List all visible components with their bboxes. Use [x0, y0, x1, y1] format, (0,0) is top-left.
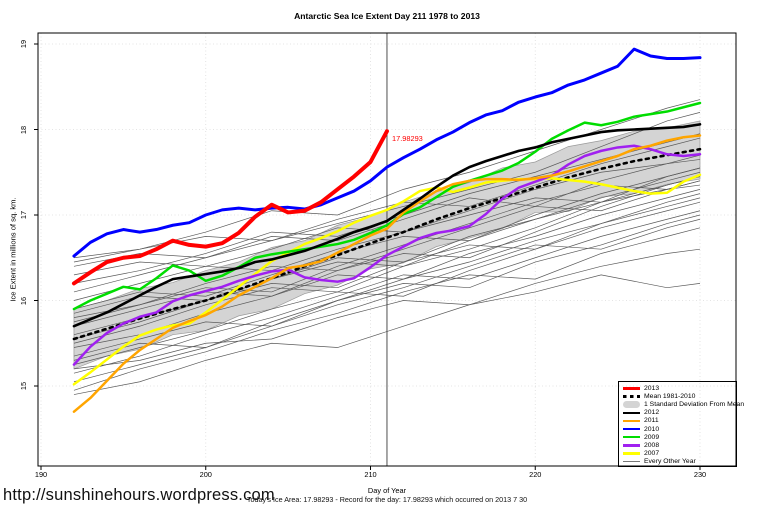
x-tick-label-190: 190	[34, 470, 48, 479]
legend: 2013 Mean 1981-2010 1 Standard Deviation F…	[618, 381, 744, 467]
other-year-line-7	[73, 184, 701, 344]
other-year-line-23	[73, 180, 701, 323]
legend-label: Every Other Year	[644, 457, 696, 465]
other-year-line-22	[73, 99, 701, 263]
other-year-line-0	[73, 112, 701, 259]
legend-item-2008: 2008	[623, 441, 736, 449]
legend-label: 2013	[644, 385, 660, 393]
y-tick-label-17: 17	[19, 210, 28, 220]
other-year-line-4	[73, 180, 701, 318]
legend-swatch-line	[623, 411, 640, 415]
x-axis-label: Day of Year	[367, 486, 407, 495]
series-line-2010	[72, 47, 702, 258]
legend-swatch-line	[623, 443, 640, 447]
legend-item-2012: 2012	[623, 409, 736, 417]
legend-item-mean-1981-2010: Mean 1981-2010	[623, 393, 736, 401]
record-value-annotation: 17.98293	[391, 133, 423, 143]
y-tick-label-15: 15	[19, 381, 28, 391]
series-line-2011	[72, 134, 702, 413]
plot-border	[37, 32, 737, 467]
other-year-line-16	[73, 176, 701, 314]
source-url[interactable]: http://sunshinehours.wordpress.com	[3, 486, 275, 504]
legend-swatch-band	[623, 401, 640, 409]
legend-swatch-line	[623, 419, 640, 423]
other-year-line-13	[73, 227, 701, 391]
series-line-2008	[72, 144, 702, 366]
x-tick-label-210: 210	[364, 470, 377, 479]
legend-item-every-other-year: Every Other Year	[623, 457, 736, 465]
legend-swatch-line	[623, 435, 640, 439]
x-tick-label-220: 220	[529, 470, 542, 479]
legend-label: Mean 1981-2010	[644, 393, 696, 401]
other-year-line-11	[73, 210, 701, 374]
series-line-2012	[72, 123, 702, 328]
y-axis-label: Ice Extent in millions of sq. km.	[8, 197, 18, 302]
other-year-line-10	[73, 201, 701, 365]
other-year-line-21	[73, 274, 701, 395]
chart-title: Antarctic Sea Ice Extent Day 211 1978 to…	[294, 11, 480, 21]
legend-item-2007: 2007	[623, 449, 736, 457]
other-year-line-14	[73, 214, 701, 361]
legend-label: 2011	[644, 417, 659, 425]
legend-item-2009: 2009	[623, 433, 736, 441]
other-year-line-12	[73, 218, 701, 383]
other-year-line-9	[73, 193, 701, 357]
y-tick-label-16: 16	[19, 296, 28, 305]
other-year-line-2	[73, 154, 701, 293]
legend-item-1-standard-deviation-from-mean: 1 Standard Deviation From Mean	[623, 401, 744, 409]
legend-label: 1 Standard Deviation From Mean	[644, 401, 745, 409]
footer-caption: Today's Ice Area: 17.98293 - Record for …	[246, 495, 528, 504]
legend-label: 2007	[644, 449, 660, 457]
other-year-line-20	[73, 248, 701, 370]
legend-item-2010: 2010	[623, 425, 736, 433]
legend-item-2013: 2013	[623, 385, 736, 393]
y-tick-label-18: 18	[19, 125, 28, 134]
legend-label: 2012	[644, 409, 660, 417]
x-tick-label-230: 230	[693, 470, 707, 479]
legend-label: 2009	[644, 433, 660, 441]
legend-swatch-dashed	[623, 395, 640, 398]
series-line-mean-1981-2010	[72, 147, 702, 341]
legend-swatch-line	[623, 427, 640, 431]
legend-label: 2008	[644, 441, 660, 449]
legend-swatch-line	[623, 460, 640, 462]
legend-swatch-line	[623, 452, 640, 455]
series-line-2009	[72, 101, 702, 311]
x-tick-label-200: 200	[199, 470, 212, 479]
legend-item-2011: 2011	[623, 417, 736, 425]
legend-swatch-line	[623, 386, 640, 391]
legend-label: 2010	[644, 425, 660, 433]
series-line-2013	[71, 129, 389, 286]
y-tick-label-19: 19	[19, 39, 28, 49]
